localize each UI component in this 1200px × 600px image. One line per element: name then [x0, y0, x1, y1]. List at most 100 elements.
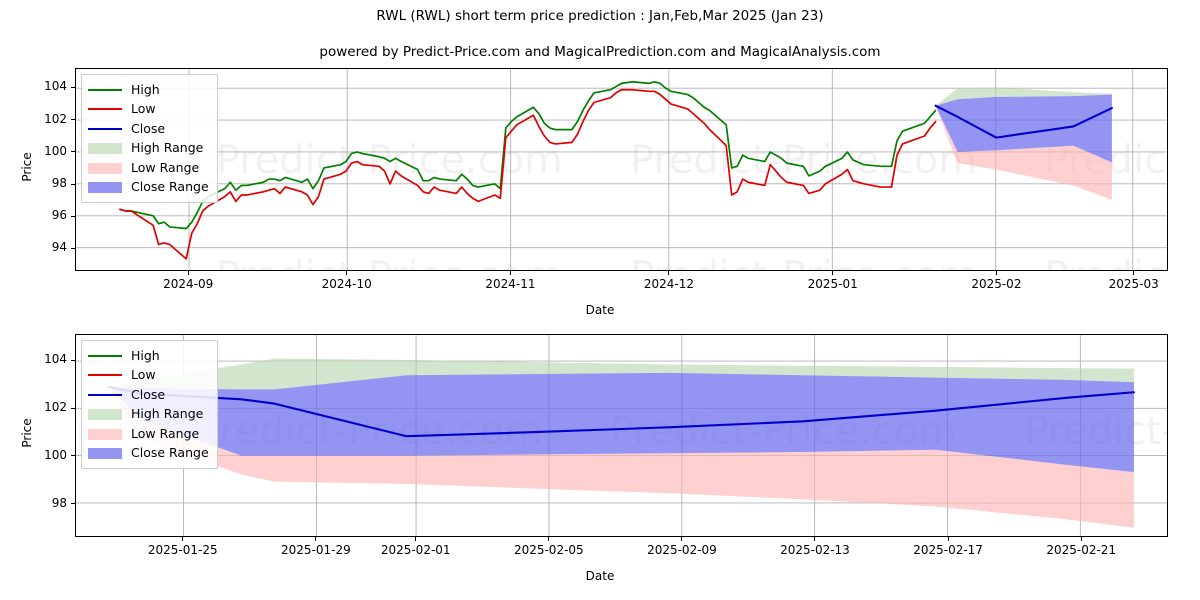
forecast-x-tick-label: 2025-02-01 [380, 543, 451, 557]
svg-text:Predict-Price.com: Predict-Price.com [216, 253, 563, 270]
forecast-y-tick-mark [71, 359, 75, 361]
forecast-x-tick-label: 2025-01-25 [147, 543, 218, 557]
legend-item-low[interactable]: Low [88, 100, 209, 120]
forecast-x-tick-label: 2025-02-05 [513, 543, 584, 557]
overview-y-tick-mark [71, 183, 75, 185]
overview-x-tick-label: 2025-02 [971, 277, 1022, 291]
legend-item-close[interactable]: Close [88, 119, 209, 139]
forecast-x-tick-label: 2025-02-17 [913, 543, 983, 557]
forecast-plot-area: Predict-Price.comPredict-Price.comPredic… [75, 334, 1168, 537]
legend-item-high-range[interactable]: High Range [88, 405, 209, 425]
legend-item-high[interactable]: High [88, 80, 209, 100]
overview-y-tick-mark [71, 86, 75, 88]
forecast-y-tick-mark [71, 407, 75, 409]
forecast-y-tick-label: 98 [51, 495, 67, 510]
legend-item-label: Low [131, 101, 156, 116]
svg-text:Predict-Price.com: Predict-Price.com [1044, 253, 1167, 270]
legend-line-swatch-icon [88, 123, 122, 135]
overview-y-tick-mark [71, 215, 75, 217]
legend-item-close[interactable]: Close [88, 385, 209, 405]
overview-x-tick-label: 2024-11 [485, 277, 536, 291]
page-title: RWL (RWL) short term price prediction : … [376, 8, 824, 24]
forecast-y-tick-label: 102 [44, 400, 67, 415]
forecast-x-tick-label: 2025-02-13 [780, 543, 850, 557]
legend-item-label: Close Range [131, 179, 209, 194]
forecast-y-tick-mark [71, 503, 75, 505]
forecast-x-tick-label: 2025-02-21 [1046, 543, 1117, 557]
overview-x-tick-label: 2024-12 [643, 277, 694, 291]
overview-y-tick-label: 96 [51, 208, 67, 223]
legend-item-low[interactable]: Low [88, 366, 209, 386]
legend-line-swatch-icon [88, 103, 122, 115]
legend-item-label: High Range [131, 406, 204, 421]
page-subtitle: powered by Predict-Price.com and Magical… [319, 44, 881, 60]
overview-x-tick-label: 2024-10 [321, 277, 372, 291]
overview-legend: High Low Close High Range Low Range Close Ran… [81, 74, 218, 203]
forecast-x-tick-mark [315, 537, 317, 541]
forecast-x-tick-mark [1080, 537, 1082, 541]
legend-item-close-range[interactable]: Close Range [88, 178, 209, 198]
legend-item-label: High [131, 347, 160, 363]
forecast-x-tick-mark [548, 537, 550, 541]
legend-item-low-range[interactable]: Low Range [88, 424, 209, 444]
overview-y-tick-label: 104 [44, 79, 67, 94]
legend-line-swatch-icon [88, 369, 122, 381]
overview-x-tick-label: 2025-03 [1108, 277, 1159, 291]
legend-item-label: Low Range [131, 159, 200, 175]
legend-patch-swatch-icon [88, 428, 122, 440]
legend-item-label: High [131, 81, 160, 97]
overview-y-tick-label: 102 [44, 111, 67, 126]
overview-y-tick-label: 100 [44, 143, 67, 158]
legend-patch-swatch-icon [88, 142, 122, 155]
overview-y-tick-mark [71, 151, 75, 153]
legend-item-close-range[interactable]: Close Range [88, 444, 209, 464]
legend-patch-swatch-icon [88, 408, 122, 421]
overview-x-tick-mark [346, 271, 348, 275]
legend-line-swatch-icon [88, 389, 122, 401]
forecast-x-tick-mark [947, 537, 949, 541]
overview-x-tick-mark [995, 271, 997, 275]
forecast-y-tick-mark [71, 455, 75, 457]
legend-patch-swatch-icon [88, 447, 122, 460]
overview-x-tick-mark [187, 271, 189, 275]
overview-x-tick-mark [509, 271, 511, 275]
overview-x-tick-label: 2024-09 [163, 277, 214, 291]
overview-x-tick-mark [1133, 271, 1135, 275]
forecast-x-tick-mark [681, 537, 683, 541]
legend-item-label: Close [131, 386, 166, 402]
overview-y-tick-mark [71, 119, 75, 121]
overview-x-tick-mark [668, 271, 670, 275]
overview-x-axis-label: Date [585, 303, 615, 317]
overview-y-tick-label: 98 [51, 176, 67, 190]
forecast-legend: High Low Close High Range Low Range Close Ran… [81, 340, 218, 469]
legend-line-swatch-icon [88, 84, 122, 96]
forecast-x-tick-mark [814, 537, 816, 541]
forecast-x-tick-label: 2025-02-09 [647, 543, 717, 557]
forecast-plot-svg: Predict-Price.comPredict-Price.comPredic… [76, 335, 1167, 536]
legend-item-label: Close Range [131, 445, 209, 460]
forecast-y-tick-label: 100 [44, 447, 67, 462]
legend-item-high-range[interactable]: High Range [88, 139, 209, 159]
overview-plot-area: Predict-Price.com Predict-Price.com Predic… [75, 68, 1168, 271]
legend-item-label: High Range [131, 140, 204, 155]
legend-line-swatch-icon [88, 350, 122, 362]
overview-y-tick-label: 94 [51, 240, 67, 255]
forecast-chart-panel: Predict-Price.comPredict-Price.comPredic… [75, 334, 1168, 537]
legend-item-label: Low [131, 367, 156, 382]
legend-item-high[interactable]: High [88, 346, 209, 366]
forecast-x-axis-label: Date [585, 569, 615, 583]
svg-text:Predict-Price.com: Predict-Price.com [630, 253, 977, 270]
legend-item-label: Low Range [131, 425, 200, 441]
forecast-y-tick-label: 104 [44, 352, 67, 367]
overview-x-tick-mark [832, 271, 834, 275]
overview-y-tick-mark [71, 247, 75, 249]
overview-chart-panel: Predict-Price.com Predict-Price.com Predic… [75, 68, 1168, 271]
legend-item-low-range[interactable]: Low Range [88, 158, 209, 178]
legend-patch-swatch-icon [88, 162, 122, 174]
legend-item-label: Close [131, 120, 166, 136]
svg-text:Predict-Price.com: Predict-Price.com [630, 137, 977, 183]
overview-plot-svg: Predict-Price.com Predict-Price.com Predic… [76, 69, 1167, 270]
overview-x-tick-label: 2025-01 [807, 277, 858, 291]
forecast-x-tick-mark [415, 537, 417, 541]
